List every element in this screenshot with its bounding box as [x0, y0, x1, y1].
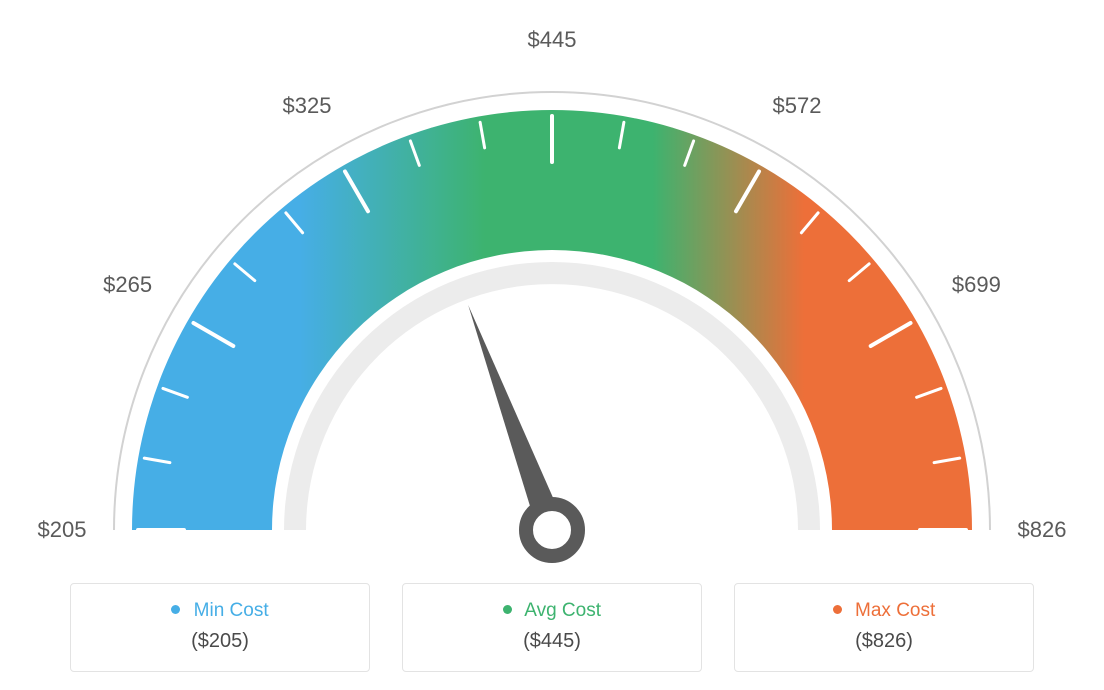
legend-min-label: Min Cost [194, 600, 269, 621]
legend-avg-label: Avg Cost [524, 600, 601, 621]
gauge-tick-label: $826 [1018, 517, 1067, 543]
max-dot-icon [833, 605, 842, 614]
gauge-tick-label: $205 [38, 517, 87, 543]
gauge-tick-label: $445 [528, 27, 577, 53]
gauge-tick-label: $572 [773, 93, 822, 119]
avg-dot-icon [503, 605, 512, 614]
gauge-tick-label: $325 [283, 93, 332, 119]
gauge-tick-label: $265 [103, 272, 152, 298]
min-dot-icon [171, 605, 180, 614]
legend-max-label: Max Cost [855, 600, 935, 621]
gauge-tick-label: $699 [952, 272, 1001, 298]
cost-gauge: $205 $265 $325 $445 $572 $699 $826 [0, 0, 1104, 580]
gauge-svg [0, 0, 1104, 580]
legend-card-avg: Avg Cost ($445) [402, 583, 702, 672]
legend-row: Min Cost ($205) Avg Cost ($445) Max Cost… [0, 583, 1104, 672]
legend-max-value: ($826) [735, 630, 1033, 653]
legend-min-value: ($205) [71, 630, 369, 653]
legend-card-min: Min Cost ($205) [70, 583, 370, 672]
legend-avg-value: ($445) [403, 630, 701, 653]
legend-card-max: Max Cost ($826) [734, 583, 1034, 672]
